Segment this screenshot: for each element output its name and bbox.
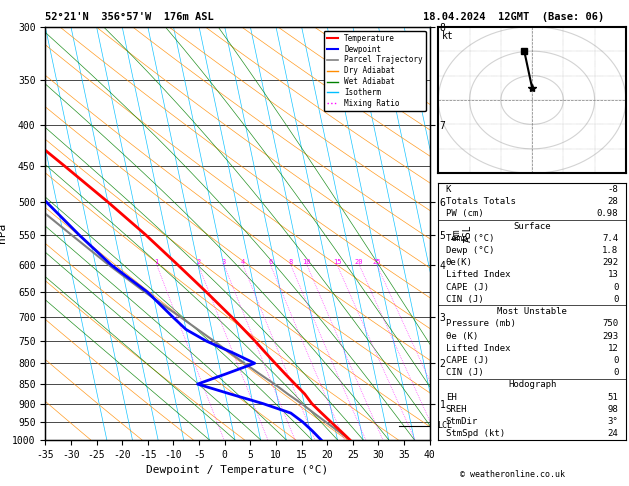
Text: 2: 2 (196, 259, 200, 264)
Text: 12: 12 (608, 344, 618, 353)
Text: © weatheronline.co.uk: © weatheronline.co.uk (460, 469, 565, 479)
Text: Pressure (mb): Pressure (mb) (446, 319, 516, 329)
Text: 0.98: 0.98 (597, 209, 618, 218)
Text: LCL: LCL (437, 421, 452, 430)
Text: CIN (J): CIN (J) (446, 295, 484, 304)
Text: 6: 6 (268, 259, 272, 264)
Text: StmSpd (kt): StmSpd (kt) (446, 429, 505, 438)
Y-axis label: hPa: hPa (0, 223, 6, 243)
Text: 15: 15 (333, 259, 342, 264)
Legend: Temperature, Dewpoint, Parcel Trajectory, Dry Adiabat, Wet Adiabat, Isotherm, Mi: Temperature, Dewpoint, Parcel Trajectory… (323, 31, 426, 111)
Text: CAPE (J): CAPE (J) (446, 283, 489, 292)
Text: 28: 28 (608, 197, 618, 206)
Text: 1: 1 (155, 259, 159, 264)
Text: Most Unstable: Most Unstable (497, 307, 567, 316)
Text: θe(K): θe(K) (446, 258, 473, 267)
Text: CIN (J): CIN (J) (446, 368, 484, 377)
Text: 8: 8 (289, 259, 292, 264)
Y-axis label: km
ASL: km ASL (451, 225, 472, 242)
Text: 13: 13 (608, 270, 618, 279)
Text: kt: kt (442, 31, 454, 41)
Text: Temp (°C): Temp (°C) (446, 234, 494, 243)
Text: 18.04.2024  12GMT  (Base: 06): 18.04.2024 12GMT (Base: 06) (423, 12, 604, 22)
Text: 10: 10 (303, 259, 311, 264)
Text: θe (K): θe (K) (446, 331, 478, 341)
Text: Surface: Surface (513, 222, 551, 230)
Text: K: K (446, 185, 451, 194)
Text: 7.4: 7.4 (602, 234, 618, 243)
Text: 292: 292 (602, 258, 618, 267)
Text: 51: 51 (608, 393, 618, 401)
Text: 4: 4 (241, 259, 245, 264)
Text: 24: 24 (608, 429, 618, 438)
Text: Lifted Index: Lifted Index (446, 344, 510, 353)
Text: Hodograph: Hodograph (508, 381, 556, 389)
Text: 0: 0 (613, 295, 618, 304)
Text: PW (cm): PW (cm) (446, 209, 484, 218)
Text: 0: 0 (613, 368, 618, 377)
Text: 750: 750 (602, 319, 618, 329)
Text: Totals Totals: Totals Totals (446, 197, 516, 206)
Text: CAPE (J): CAPE (J) (446, 356, 489, 365)
Text: StmDir: StmDir (446, 417, 478, 426)
Text: 293: 293 (602, 331, 618, 341)
Text: 98: 98 (608, 405, 618, 414)
Text: 0: 0 (613, 356, 618, 365)
Text: -8: -8 (608, 185, 618, 194)
Text: 52°21'N  356°57'W  176m ASL: 52°21'N 356°57'W 176m ASL (45, 12, 214, 22)
Text: 20: 20 (355, 259, 364, 264)
Text: 1.8: 1.8 (602, 246, 618, 255)
X-axis label: Dewpoint / Temperature (°C): Dewpoint / Temperature (°C) (147, 465, 328, 475)
Text: Lifted Index: Lifted Index (446, 270, 510, 279)
Text: SREH: SREH (446, 405, 467, 414)
Text: 25: 25 (372, 259, 381, 264)
Text: 0: 0 (613, 283, 618, 292)
Text: EH: EH (446, 393, 457, 401)
Text: 3°: 3° (608, 417, 618, 426)
Text: 3: 3 (222, 259, 226, 264)
Text: Dewp (°C): Dewp (°C) (446, 246, 494, 255)
